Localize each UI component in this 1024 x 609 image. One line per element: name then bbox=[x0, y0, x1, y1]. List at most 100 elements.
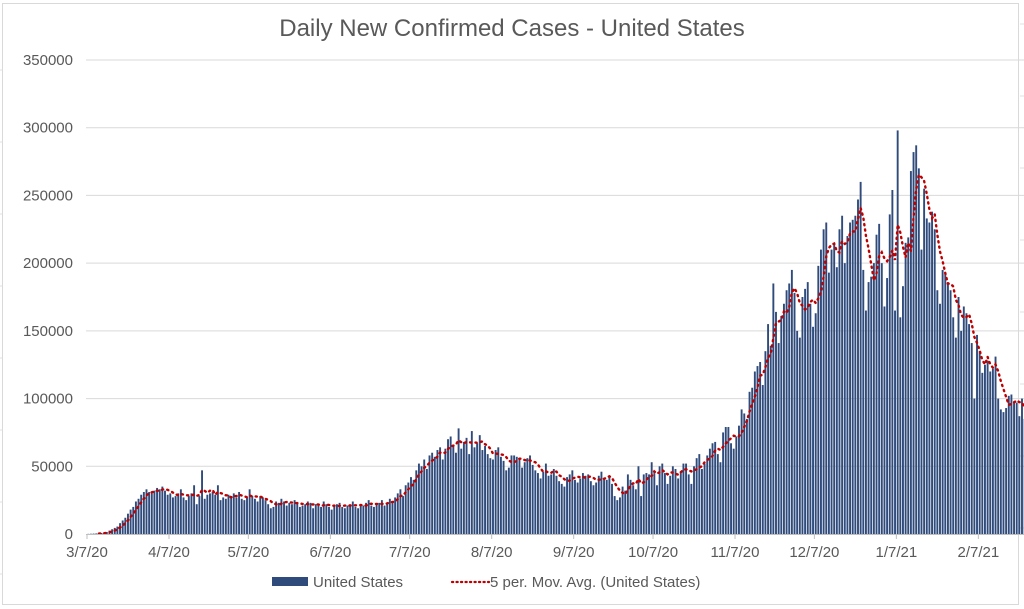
bar bbox=[809, 303, 812, 534]
bar bbox=[198, 496, 201, 534]
bar bbox=[407, 482, 410, 534]
bar bbox=[973, 398, 976, 534]
bar bbox=[264, 500, 267, 534]
bar bbox=[171, 497, 174, 534]
bar bbox=[441, 459, 444, 534]
bar bbox=[214, 494, 217, 534]
bar bbox=[592, 485, 595, 534]
bar bbox=[886, 278, 889, 534]
bar bbox=[740, 409, 743, 534]
bar bbox=[121, 520, 124, 534]
bar bbox=[449, 436, 452, 534]
bar bbox=[706, 455, 709, 534]
bar bbox=[1002, 412, 1005, 534]
legend-swatch-united-states bbox=[272, 577, 308, 586]
bar bbox=[846, 236, 849, 534]
bar bbox=[745, 418, 748, 534]
bar bbox=[669, 475, 672, 534]
bar bbox=[145, 489, 148, 534]
bar bbox=[970, 343, 973, 534]
bar bbox=[386, 504, 389, 534]
bar bbox=[637, 466, 640, 534]
bar bbox=[261, 497, 264, 534]
bar bbox=[888, 214, 891, 534]
bar bbox=[335, 504, 338, 534]
bar bbox=[124, 517, 127, 534]
bar bbox=[946, 282, 949, 534]
bar bbox=[674, 468, 677, 534]
bar bbox=[894, 310, 896, 534]
bar bbox=[298, 506, 301, 534]
y-axis-ticks: 0 50000 100000 150000 200000 250000 300000 3500… bbox=[23, 52, 73, 543]
bar bbox=[753, 371, 756, 534]
bar bbox=[775, 311, 777, 534]
bar bbox=[883, 306, 886, 534]
bar bbox=[812, 326, 814, 534]
bar bbox=[452, 444, 455, 534]
bar bbox=[95, 533, 98, 534]
bar bbox=[576, 482, 579, 534]
bar bbox=[764, 351, 767, 534]
bar bbox=[693, 466, 695, 534]
bar bbox=[936, 290, 939, 534]
bar bbox=[560, 483, 563, 534]
bar bbox=[777, 343, 780, 534]
bar bbox=[568, 474, 571, 534]
bar bbox=[690, 483, 693, 534]
bar bbox=[867, 282, 870, 534]
bar bbox=[134, 501, 137, 534]
bar bbox=[624, 490, 627, 534]
bar bbox=[722, 432, 725, 534]
bar bbox=[301, 505, 304, 534]
bar bbox=[714, 441, 717, 534]
bar bbox=[394, 497, 397, 534]
chart-title: Daily New Confirmed Cases - United State… bbox=[279, 15, 745, 42]
bar bbox=[378, 502, 381, 534]
bar bbox=[978, 351, 981, 534]
bar bbox=[968, 324, 971, 534]
bar bbox=[187, 496, 190, 534]
bar bbox=[870, 276, 873, 534]
bar bbox=[904, 242, 907, 534]
bar bbox=[621, 486, 624, 534]
bar bbox=[743, 413, 746, 534]
bar bbox=[201, 470, 203, 534]
bar bbox=[259, 496, 262, 534]
bar bbox=[402, 496, 405, 534]
bar bbox=[949, 290, 952, 534]
bar bbox=[227, 494, 230, 534]
bar bbox=[571, 470, 574, 534]
bar bbox=[359, 504, 362, 534]
bar bbox=[616, 500, 619, 534]
bar bbox=[365, 502, 367, 534]
bar bbox=[716, 454, 719, 534]
bar bbox=[497, 447, 500, 534]
bar bbox=[235, 497, 238, 534]
bar bbox=[436, 450, 439, 534]
bar bbox=[209, 493, 211, 534]
bar bbox=[283, 501, 285, 534]
x-tick-label: 6/7/20 bbox=[309, 544, 351, 561]
bar bbox=[521, 467, 524, 534]
bar bbox=[404, 485, 407, 534]
bar bbox=[857, 199, 859, 535]
bar bbox=[510, 455, 513, 534]
bar bbox=[907, 237, 910, 534]
bar bbox=[782, 303, 785, 534]
bar bbox=[296, 502, 299, 534]
bar bbox=[444, 448, 447, 534]
bar bbox=[439, 447, 442, 534]
bar bbox=[182, 497, 185, 534]
y-tick-label: 200000 bbox=[23, 255, 73, 272]
bar bbox=[751, 387, 754, 534]
y-tick-label: 150000 bbox=[23, 323, 73, 340]
bar bbox=[933, 229, 936, 535]
bar bbox=[195, 504, 198, 534]
bar bbox=[761, 385, 764, 534]
bar bbox=[679, 471, 682, 534]
bar bbox=[127, 513, 129, 534]
bar bbox=[920, 249, 923, 534]
bar bbox=[780, 315, 783, 534]
bar bbox=[473, 447, 476, 534]
bar bbox=[917, 168, 920, 534]
